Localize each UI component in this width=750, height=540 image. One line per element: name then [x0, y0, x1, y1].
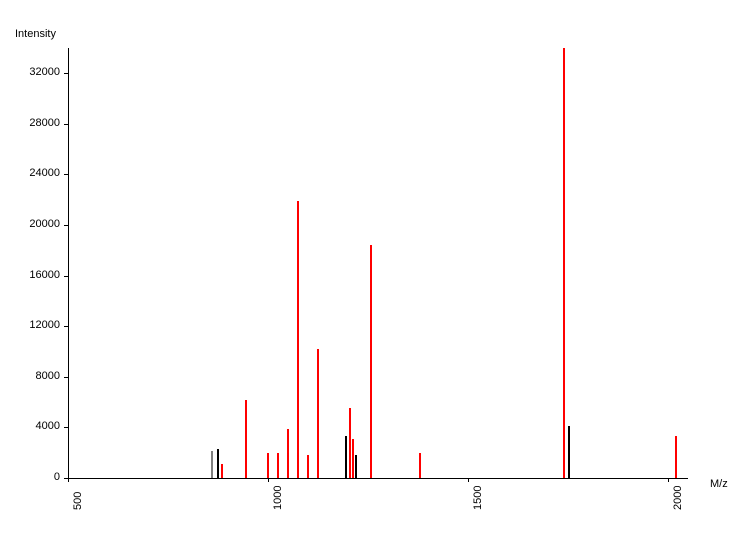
spectrum-peak [307, 455, 309, 478]
spectrum-peak [419, 453, 421, 478]
spectrum-peak [297, 201, 299, 478]
x-tick [668, 478, 669, 482]
x-tick-label: 1500 [472, 486, 484, 510]
x-axis [68, 478, 688, 479]
x-axis-label: M/z [710, 478, 728, 490]
spectrum-peak [352, 439, 354, 478]
spectrum-peak [317, 349, 319, 478]
y-tick-label: 0 [20, 471, 60, 483]
x-tick [268, 478, 269, 482]
y-tick-label: 4000 [20, 420, 60, 432]
spectrum-peak [345, 436, 347, 478]
spectrum-peak [675, 436, 677, 478]
y-tick-label: 24000 [20, 167, 60, 179]
x-tick [68, 478, 69, 482]
y-tick-label: 12000 [20, 319, 60, 331]
mass-spectrum-chart: Intensity M/z 0 4000 8000 12000 16000 20000 24… [0, 0, 750, 540]
y-tick-label: 16000 [20, 269, 60, 281]
spectrum-peak [370, 245, 372, 478]
spectrum-peak [211, 451, 213, 478]
spectrum-peak [287, 429, 289, 478]
spectrum-peak [221, 464, 223, 478]
y-tick-label: 32000 [20, 66, 60, 78]
y-tick-label: 8000 [20, 370, 60, 382]
x-tick-label: 1000 [272, 486, 284, 510]
spectrum-peak [245, 400, 247, 478]
plot-area [68, 48, 688, 478]
x-tick [468, 478, 469, 482]
spectrum-peak [568, 426, 570, 478]
spectrum-peak [563, 48, 565, 478]
spectrum-peak [217, 449, 219, 478]
y-axis-label: Intensity [15, 28, 56, 40]
y-tick-label: 20000 [20, 218, 60, 230]
spectrum-peak [355, 455, 357, 478]
x-tick-label: 2000 [672, 486, 684, 510]
spectrum-peak [267, 453, 269, 478]
x-tick-label: 500 [72, 492, 84, 510]
spectrum-peak [349, 408, 351, 478]
y-tick-label: 28000 [20, 117, 60, 129]
spectrum-peak [277, 453, 279, 478]
